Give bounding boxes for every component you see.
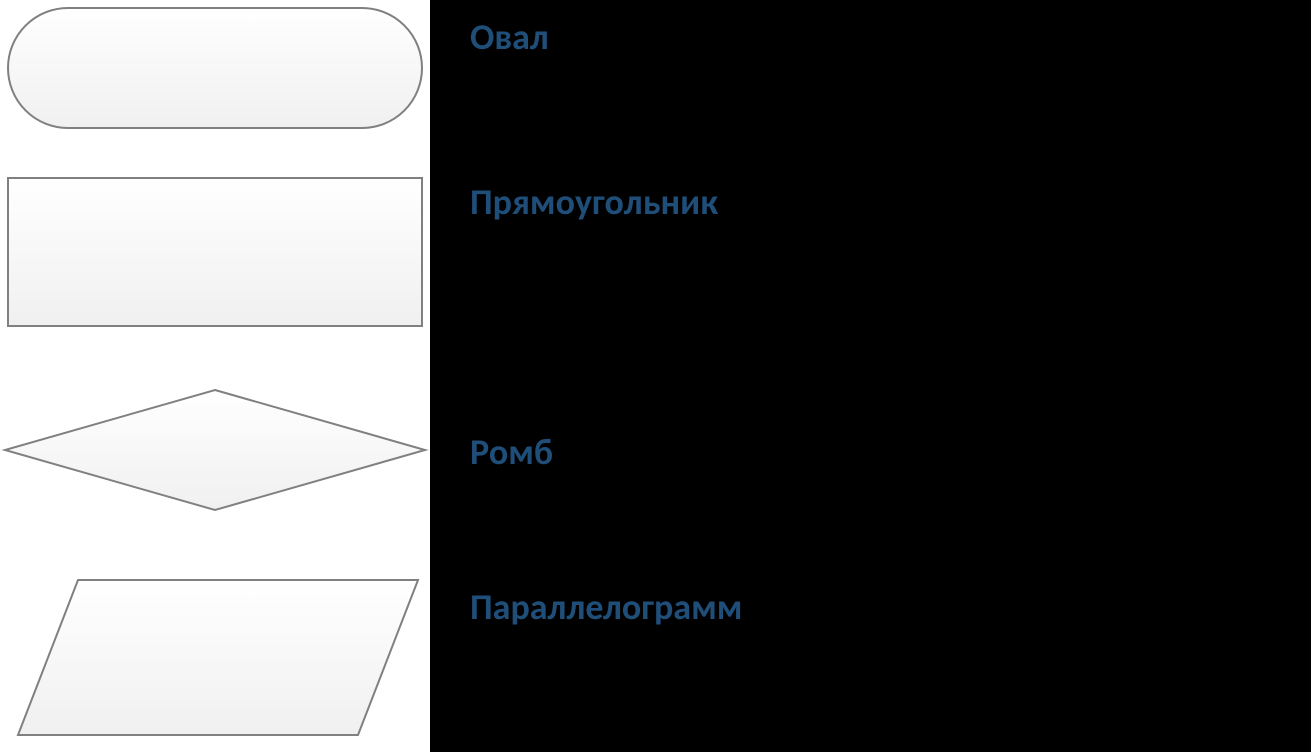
- shape-parallelogram: [18, 580, 418, 735]
- label-parallelogram: Параллелограмм: [470, 585, 742, 629]
- shapes-panel: [0, 0, 430, 752]
- label-oval: Овал: [470, 15, 549, 59]
- shape-rhombus: [5, 390, 425, 510]
- shape-oval: [8, 8, 422, 128]
- label-rectangle: Прямоугольник: [470, 180, 718, 224]
- shape-rectangle: [8, 178, 422, 326]
- shapes-svg: [0, 0, 430, 752]
- label-rhombus: Ромб: [470, 430, 553, 474]
- diagram-legend: Овал Прямоугольник Ромб Параллелограмм: [0, 0, 1311, 752]
